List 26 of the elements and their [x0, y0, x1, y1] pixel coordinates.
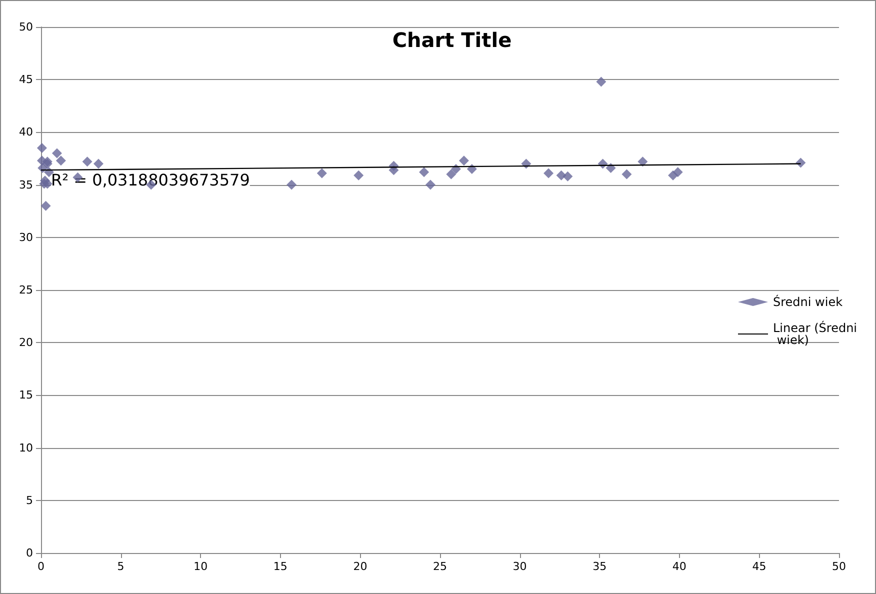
- x-tick-label: 45: [752, 560, 766, 573]
- y-tick-label: 5: [26, 494, 33, 507]
- y-tick-label: 10: [19, 441, 33, 454]
- y-tick-label: 0: [26, 546, 33, 560]
- legend-label: Średni wiek: [773, 294, 843, 309]
- y-tick-label: 15: [19, 388, 33, 402]
- chart-title: Chart Title: [392, 28, 512, 52]
- y-tick-label: 45: [19, 73, 33, 86]
- x-tick-label: 30: [512, 560, 527, 573]
- y-tick-label: 50: [19, 20, 33, 34]
- annotation: R² = 0,03188039673579: [51, 170, 250, 190]
- x-tick-label: 15: [273, 560, 288, 573]
- x-tick-label: 20: [353, 560, 368, 573]
- x-tick-label: 5: [117, 560, 124, 573]
- x-tick-label: 25: [433, 560, 447, 573]
- x-tick-label: 50: [832, 560, 846, 573]
- y-tick-label: 25: [19, 284, 33, 296]
- y-tick-label: 20: [19, 336, 33, 350]
- x-tick-label: 40: [672, 560, 686, 573]
- y-tick-label: 35: [19, 178, 33, 192]
- x-tick-label: 10: [194, 560, 208, 573]
- legend-label: Linear (Średni wiek): [773, 320, 858, 347]
- x-tick-label: 0: [38, 560, 44, 573]
- y-tick-label: 40: [19, 126, 33, 139]
- x-tick-label: 35: [592, 560, 607, 573]
- y-tick-label: 30: [19, 230, 33, 244]
